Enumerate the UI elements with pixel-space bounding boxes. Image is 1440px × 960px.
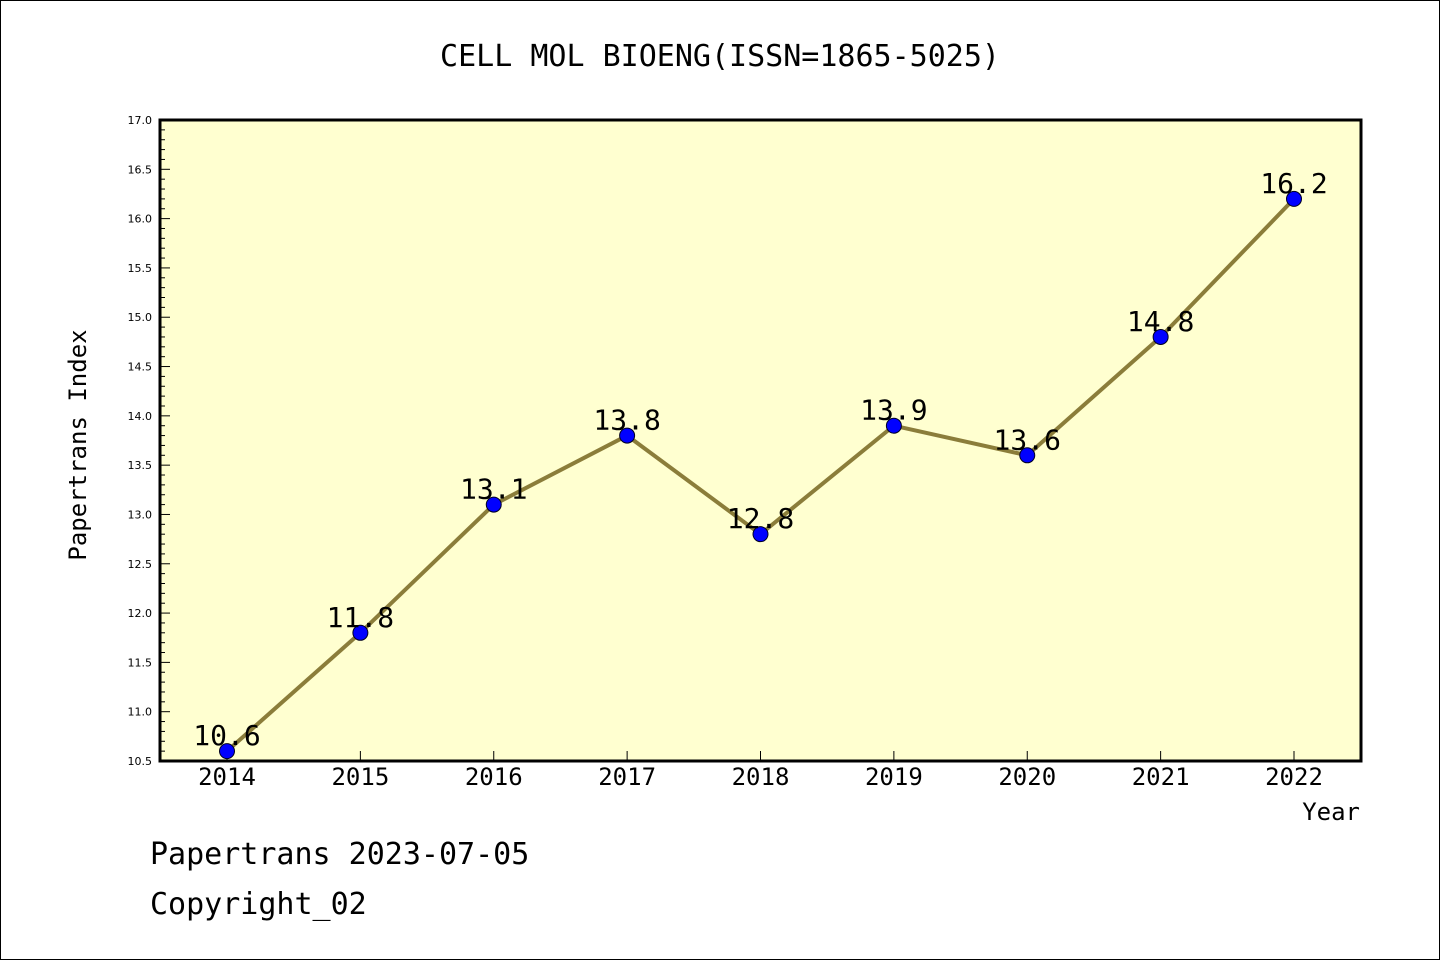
x-tick-label: 2018 (732, 763, 790, 791)
y-tick-label: 15.0 (128, 311, 153, 324)
data-label: 11.8 (327, 601, 394, 634)
x-tick-label: 2017 (598, 763, 656, 791)
markers-group (219, 190, 1302, 760)
y-tick-label: 16.5 (128, 163, 153, 176)
y-tick-label: 13.0 (128, 508, 153, 521)
x-tick-label: 2021 (1132, 763, 1190, 791)
chart-title: CELL MOL BIOENG(ISSN=1865-5025) (440, 39, 1000, 74)
x-tick-label: 2014 (198, 763, 256, 791)
footer-copyright: Copyright_02 (150, 887, 367, 922)
footer-date: Papertrans 2023-07-05 (150, 837, 529, 872)
data-point (352, 624, 369, 641)
y-axis: 10.5 11.0 11.5 12.0 12.5 13.0 13.5 14.0 14.5 15.0… (128, 114, 170, 768)
y-tick-label: 11.5 (128, 656, 153, 669)
data-point (752, 526, 769, 543)
x-axis-label: Year (1302, 798, 1360, 826)
x-tick-label: 2020 (998, 763, 1056, 791)
y-tick-label: 16.0 (128, 213, 153, 226)
x-tick-label: 2015 (331, 763, 389, 791)
y-axis-label: Papertrans Index (64, 329, 92, 560)
x-axis: 2014 2015 2016 2017 2018 2019 2020 2021 2022 (198, 751, 1323, 791)
data-point (219, 743, 235, 760)
data-label: 12.8 (727, 502, 794, 535)
y-tick-label: 10.5 (128, 755, 153, 768)
x-tick-label: 2022 (1265, 763, 1323, 791)
y-tick-label: 12.0 (128, 607, 153, 620)
data-labels-group: 10.6 11.8 13.1 13.8 12.8 13.9 13.6 14.8 16.2 (193, 167, 1327, 752)
plot-area (158, 118, 1363, 763)
data-label: 13.6 (994, 423, 1061, 456)
data-label: 13.9 (860, 394, 927, 427)
data-label: 16.2 (1260, 167, 1327, 200)
data-point (1152, 328, 1169, 345)
data-point (1019, 447, 1036, 464)
data-label: 13.1 (460, 473, 527, 506)
y-tick-label: 11.0 (128, 706, 153, 719)
data-point (885, 417, 902, 434)
x-tick-label: 2016 (465, 763, 523, 791)
x-tick-label: 2019 (865, 763, 923, 791)
data-point (1286, 190, 1302, 207)
data-label: 14.8 (1127, 305, 1194, 338)
y-tick-label: 14.5 (128, 361, 153, 374)
y-tick-label: 14.0 (128, 410, 153, 423)
y-tick-label: 15.5 (128, 262, 153, 275)
data-point (485, 496, 502, 513)
y-tick-label: 12.5 (128, 558, 153, 571)
data-label: 10.6 (193, 719, 260, 752)
data-label: 13.8 (593, 404, 660, 437)
y-tick-label: 13.5 (128, 459, 153, 472)
data-point (619, 427, 636, 444)
y-tick-label: 17.0 (128, 114, 153, 127)
